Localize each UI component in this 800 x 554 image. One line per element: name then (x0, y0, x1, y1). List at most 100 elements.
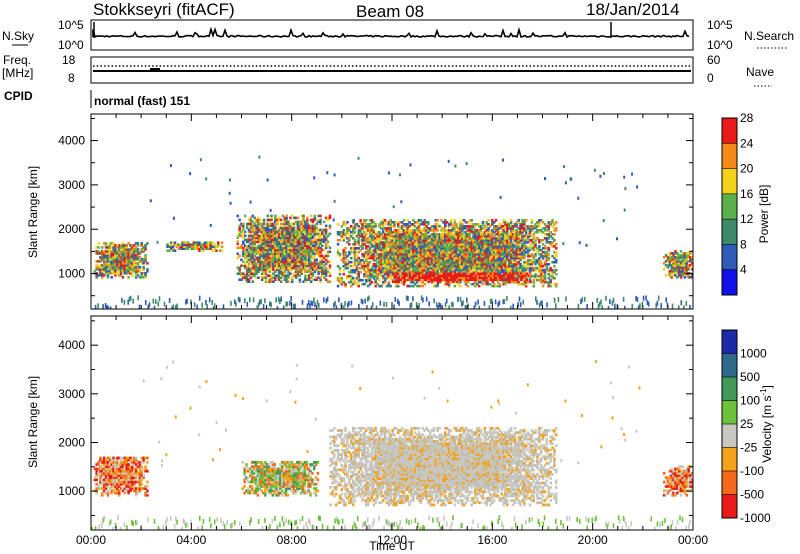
heatmap-cell (538, 225, 541, 228)
heatmap-cell (502, 254, 505, 258)
heatmap-cell (251, 258, 254, 262)
heatmap-cell (485, 248, 488, 252)
heatmap-cell (419, 247, 423, 250)
heatmap-cell (430, 268, 434, 272)
heatmap-cell (255, 250, 258, 254)
heatmap-cell (363, 282, 366, 286)
heatmap-cell (461, 239, 464, 242)
heatmap-cell (279, 232, 283, 236)
heatmap-cell (450, 276, 453, 279)
heatmap-cell (501, 278, 504, 281)
heatmap-cell (476, 258, 479, 262)
heatmap-cell (287, 262, 290, 266)
heatmap-cell (397, 276, 401, 279)
heatmap-cell (434, 262, 438, 266)
heatmap-cell (445, 229, 449, 232)
heatmap-cell (543, 274, 547, 278)
heatmap-cell (444, 235, 447, 238)
heatmap-cell (348, 227, 351, 230)
heatmap-cell (429, 243, 432, 246)
heatmap-cell (483, 243, 487, 246)
heatmap-cell (313, 246, 317, 250)
heatmap-cell (281, 238, 285, 242)
heatmap-cell (357, 276, 360, 280)
heatmap-cell (140, 250, 143, 253)
heatmap-cell (247, 230, 251, 234)
heatmap-cell (289, 236, 292, 240)
heatmap-cell (413, 258, 417, 262)
heatmap-cell (308, 224, 311, 228)
heatmap-cell (526, 235, 530, 238)
heatmap-cell (491, 256, 494, 260)
heatmap-cell (383, 233, 387, 236)
heatmap-cell (470, 245, 473, 248)
heatmap-cell (119, 272, 123, 275)
heatmap-cell (393, 245, 396, 248)
heatmap-cell (528, 268, 532, 272)
heatmap-cell (292, 222, 296, 226)
heatmap-cell (459, 227, 462, 230)
heatmap-cell (317, 252, 320, 256)
heatmap-cell (368, 274, 372, 278)
heatmap-cell (380, 262, 383, 266)
heatmap-cell (276, 250, 279, 254)
heatmap-cell (123, 260, 127, 263)
heatmap-cell (211, 245, 214, 248)
heatmap-cell (532, 274, 535, 278)
heatmap-cell (413, 264, 417, 268)
heatmap-cell (389, 264, 392, 268)
heatmap-cell (262, 254, 266, 258)
heatmap-cell (255, 240, 258, 244)
heatmap-cell (532, 282, 535, 286)
heatmap-cell (481, 233, 485, 236)
heatmap-cell (393, 225, 396, 228)
heatmap-cell (524, 250, 528, 254)
heatmap-cell (485, 262, 488, 266)
heatmap-cell (430, 250, 434, 254)
heatmap-cell (294, 246, 298, 250)
heatmap-cell (532, 284, 535, 288)
heatmap-cell (302, 258, 305, 262)
heatmap-cell (468, 227, 471, 230)
heatmap-cell (432, 252, 436, 256)
heatmap-cell (324, 246, 328, 250)
heatmap-cell (408, 252, 411, 256)
heatmap-cell (474, 256, 477, 260)
heatmap-cell (431, 274, 434, 277)
heatmap-cell (292, 260, 296, 264)
heatmap-cell (251, 274, 254, 277)
heatmap-cell (129, 266, 132, 269)
heatmap-cell (400, 254, 404, 258)
heatmap-cell (427, 241, 430, 244)
heatmap-cell (528, 233, 532, 236)
heatmap-cell (365, 223, 368, 226)
heatmap-cell (681, 256, 685, 259)
heatmap-cell (454, 274, 457, 277)
heatmap-cell (262, 238, 266, 242)
heatmap-cell (487, 223, 490, 226)
heatmap-cell (264, 226, 268, 230)
heatmap-cell (402, 229, 406, 232)
heatmap-cell (412, 241, 415, 244)
heatmap-cell (496, 250, 500, 254)
heatmap-cell (516, 278, 519, 281)
heatmap-cell (382, 227, 385, 230)
heatmap-cell (383, 245, 387, 248)
heatmap-cell (385, 276, 389, 280)
heatmap-cell (417, 266, 421, 270)
heatmap-cell (509, 268, 513, 272)
heatmap-cell (391, 278, 394, 282)
heatmap-cell (417, 264, 421, 268)
heatmap-cell (309, 220, 313, 224)
heatmap-cell (511, 225, 515, 228)
heatmap-cell (372, 221, 376, 224)
heatmap-cell (306, 274, 309, 277)
heatmap-cell (324, 232, 328, 236)
heatmap-cell (131, 244, 134, 247)
heatmap-cell (504, 256, 507, 260)
heatmap-cell (370, 223, 374, 226)
heatmap-cell (266, 256, 270, 260)
heatmap-cell (457, 262, 460, 266)
heatmap-cell (244, 266, 247, 270)
heatmap-cell (355, 264, 359, 268)
